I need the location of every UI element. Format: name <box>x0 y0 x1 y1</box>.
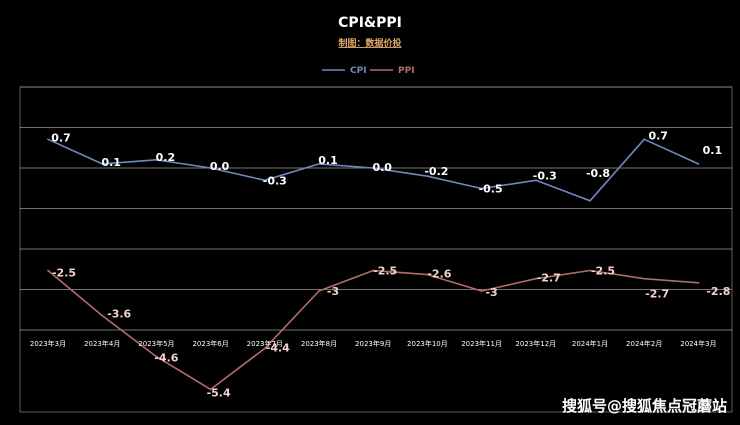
x-tick-label: 2023年12月 <box>515 339 556 348</box>
cpi-point <box>47 138 49 141</box>
x-tick-label: 2023年3月 <box>30 339 66 348</box>
x-tick-label: 2023年10月 <box>407 339 448 348</box>
ppi-point <box>47 269 49 272</box>
cpi-point <box>697 163 700 165</box>
ppi-data-label: -3 <box>327 285 339 298</box>
ppi-data-label: -4.4 <box>266 341 290 354</box>
ppi-point <box>101 314 104 317</box>
ppi-point <box>589 269 591 272</box>
ppi-point <box>318 290 320 292</box>
x-tick-label: 2023年6月 <box>192 339 228 348</box>
legend-cpi-label: CPI <box>350 66 367 76</box>
ppi-data-label: -2.5 <box>52 267 76 280</box>
ppi-point <box>209 388 212 391</box>
cpi-point <box>263 179 266 182</box>
cpi-data-label: -0.3 <box>533 169 557 182</box>
watermark-text: 搜狐号@搜狐焦点冠蘑站 <box>562 397 727 415</box>
cpi-data-label: 0.1 <box>318 154 338 167</box>
x-tick-label: 2024年1月 <box>572 339 608 348</box>
cpi-point <box>101 163 104 165</box>
cpi-data-label: 0.7 <box>51 131 71 144</box>
legend-ppi-label: PPI <box>398 66 415 76</box>
ppi-point <box>372 269 375 272</box>
ppi-data-label: -2.5 <box>591 265 615 278</box>
x-axis-tick-labels: 2023年3月 2023年4月 2023年5月 2023年6月 2023年7月 2023年… <box>30 339 717 348</box>
cpi-data-label: 0.2 <box>156 151 176 164</box>
cpi-data-label: 0.0 <box>372 161 392 174</box>
ppi-point <box>643 277 646 280</box>
cpi-data-label: 0.0 <box>210 160 230 173</box>
ppi-data-label: -2.7 <box>645 288 669 301</box>
x-tick-label: 2023年11月 <box>461 339 502 348</box>
x-tick-label: 2024年2月 <box>626 339 662 348</box>
cpi-point <box>480 187 483 190</box>
cpi-data-label: 0.7 <box>648 129 668 142</box>
x-tick-label: 2024年3月 <box>680 339 716 348</box>
cpi-point <box>318 163 320 165</box>
x-tick-label: 2023年9月 <box>355 339 391 348</box>
ppi-point <box>697 281 700 284</box>
ppi-data-label: -2.6 <box>427 268 451 281</box>
data-labels: 0.7 0.1 0.2 0.0 -0.3 0.1 0.0 -0.2 -0.5 -0.3 -0.8 0.… <box>51 129 730 399</box>
plot-area <box>19 86 733 413</box>
cpi-point <box>589 199 591 202</box>
ppi-point <box>480 290 483 292</box>
cpi-data-label: -0.8 <box>586 167 610 180</box>
x-tick-label: 2023年8月 <box>301 339 337 348</box>
ppi-data-label: -5.4 <box>207 386 231 399</box>
cpi-point <box>372 167 375 169</box>
cpi-data-label: -0.5 <box>479 183 503 196</box>
ppi-point <box>534 277 537 280</box>
cpi-point <box>209 167 212 169</box>
plot-border <box>19 86 733 413</box>
cpi-data-label: 0.1 <box>101 156 121 169</box>
ppi-data-label: -3 <box>485 286 497 299</box>
series-lines <box>47 138 700 391</box>
ppi-data-label: -4.6 <box>154 352 178 365</box>
ppi-data-label: -2.7 <box>537 272 561 285</box>
chart-title: CPI&PPI <box>338 15 402 31</box>
x-tick-label: 2023年5月 <box>138 339 174 348</box>
cpi-point <box>534 179 537 182</box>
ppi-data-label: -3.6 <box>107 308 131 321</box>
cpi-point <box>643 138 646 141</box>
ppi-data-label: -2.8 <box>706 285 730 298</box>
ppi-point <box>155 355 158 358</box>
chart-subtitle: 制图：数据价投 <box>338 37 401 49</box>
cpi-data-label: -0.2 <box>424 165 448 178</box>
ppi-point <box>263 347 266 350</box>
x-tick-label: 2023年4月 <box>84 339 120 348</box>
chart-legend: CPI PPI <box>322 66 415 76</box>
cpi-data-label: 0.1 <box>703 144 723 157</box>
gridlines <box>20 86 732 331</box>
cpi-point <box>426 175 429 178</box>
x-tick-label: 2023年7月 <box>247 339 283 348</box>
ppi-data-label: -2.5 <box>373 265 397 278</box>
ppi-point <box>426 273 429 276</box>
cpi-data-label: -0.3 <box>263 174 287 187</box>
cpi-point <box>155 158 158 161</box>
